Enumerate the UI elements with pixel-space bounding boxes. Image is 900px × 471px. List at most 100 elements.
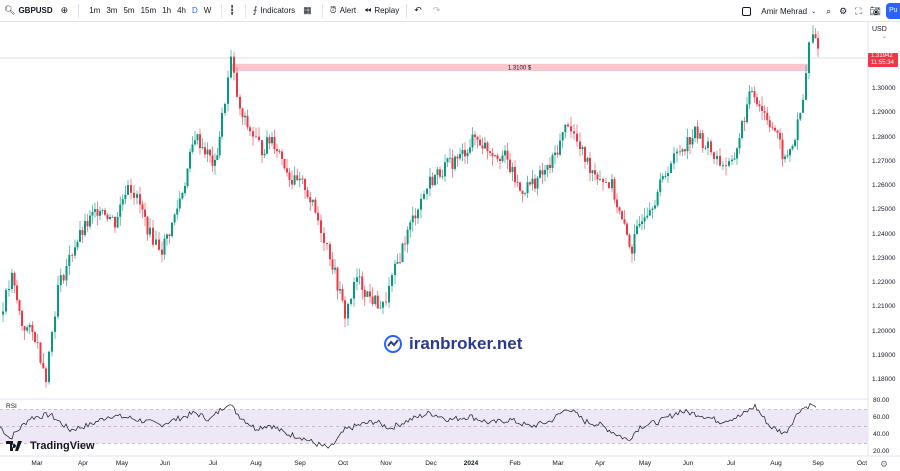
candle-up (539, 170, 541, 178)
candle-down (283, 158, 286, 169)
candle-up (716, 155, 718, 160)
timeframe-5m[interactable]: 5m (123, 6, 135, 15)
rsi-levels (0, 409, 868, 444)
candle-up (374, 295, 377, 305)
indicators-button[interactable]: ⨍ Indicators (249, 0, 299, 22)
timeframe-15m[interactable]: 15m (140, 6, 157, 15)
timeframe-list: 1m 3m 5m 15m 1h 4h D W (82, 0, 218, 22)
candle-down (146, 216, 149, 235)
candle-down (336, 267, 339, 291)
chart-logo-icon (384, 335, 402, 353)
candle-up (109, 217, 111, 220)
compare-button[interactable]: ⊕ (57, 0, 76, 22)
user-name[interactable]: Amir Mehrad (761, 6, 808, 16)
candle-up (218, 136, 221, 156)
currency-selector[interactable]: USD ⌄ (872, 26, 900, 40)
candle-up (531, 178, 534, 185)
candle-up (564, 124, 567, 133)
candle-up (59, 275, 62, 286)
candle-up (121, 199, 124, 205)
candle-down (514, 167, 516, 183)
candle-up (426, 188, 428, 194)
timeframe-1h[interactable]: 1h (162, 6, 172, 15)
candle-up (586, 157, 589, 162)
candle-down (756, 97, 758, 105)
candle-up (429, 176, 431, 189)
candle-down (331, 259, 334, 270)
divider (321, 3, 323, 18)
rsi-indicator-label[interactable]: RSI (6, 403, 17, 410)
candle-down (516, 182, 519, 183)
candle-up (57, 285, 59, 317)
candle-down (584, 147, 586, 162)
symbol-search[interactable]: 🔍︎ GBPUSD (0, 0, 57, 22)
alert-button[interactable]: ⏰︎ Alert (326, 0, 360, 22)
quick-search-icon[interactable]: ⌕ (826, 5, 832, 16)
candle-down (776, 130, 779, 133)
candle-down (114, 217, 116, 228)
resistance-zone[interactable] (231, 63, 808, 72)
candle-down (13, 272, 16, 286)
plus-circle-icon: ⊕ (60, 5, 69, 15)
tradingview-logo[interactable]: TradingView (6, 440, 95, 452)
candle-up (694, 126, 696, 139)
time-tick-label: Mar (31, 460, 43, 467)
candle-down (431, 176, 434, 186)
timeframe-3m[interactable]: 3m (106, 6, 118, 15)
chart-type-button[interactable]: ┇ (225, 0, 241, 22)
candle-up (5, 290, 7, 312)
candle-up (796, 119, 799, 141)
candle-up (163, 238, 166, 255)
candle-down (141, 204, 144, 210)
candle-up (661, 176, 664, 180)
candle-down (133, 192, 135, 198)
candle-up (436, 169, 439, 175)
candle-down (605, 182, 607, 183)
timeframe-d[interactable]: D (191, 6, 198, 15)
undo-button[interactable]: ↶ (410, 0, 429, 22)
candle-down (291, 180, 293, 185)
candle-down (39, 342, 42, 363)
candle-up (731, 159, 733, 162)
candle-down (766, 112, 769, 121)
price-tick-label: 1.29000 (872, 109, 896, 117)
candle-up (379, 307, 382, 309)
candle-down (71, 254, 74, 256)
candle-up (298, 178, 301, 181)
candle-up (149, 227, 151, 235)
chevron-down-icon[interactable]: ⌄ (811, 8, 817, 15)
settings-icon[interactable]: ⚙ (839, 5, 848, 16)
candle-up (358, 276, 361, 278)
candle-down (344, 300, 346, 319)
candle-down (241, 108, 244, 118)
camera-icon[interactable]: 📷︎ (869, 5, 881, 16)
layout-checkbox[interactable] (742, 6, 752, 16)
fullscreen-icon[interactable]: ⛶ (855, 5, 862, 16)
candle-down (486, 142, 489, 152)
price-tick-label: 1.26000 (872, 182, 896, 190)
layouts-button[interactable]: ▦ (299, 0, 319, 22)
right-tools: Amir Mehrad ⌄ ⌕ ⚙ ⛶ 📷︎ (742, 0, 884, 22)
redo-button[interactable]: ↷ (429, 0, 448, 22)
candle-up (471, 134, 474, 148)
watermark: iranbroker.net (383, 334, 522, 354)
candle-up (559, 140, 561, 155)
publish-button[interactable]: Pu (886, 3, 900, 19)
chart-settings-icon[interactable]: ⚙ (880, 459, 889, 469)
candle-down (306, 190, 309, 197)
candle-up (686, 137, 689, 152)
timeframe-w[interactable]: W (203, 6, 212, 15)
candle-down (774, 127, 776, 131)
candle-up (599, 179, 601, 180)
timeframe-1m[interactable]: 1m (89, 6, 101, 15)
indicators-icon: ⨍ (252, 5, 258, 15)
candle-down (689, 137, 691, 145)
candle-up (79, 230, 81, 242)
replay-button[interactable]: ⏪︎ Replay (360, 0, 403, 22)
timeframe-4h[interactable]: 4h (177, 6, 186, 15)
divider (221, 3, 223, 18)
candle-up (65, 266, 68, 281)
candle-down (573, 131, 575, 134)
candle-up (786, 155, 789, 157)
